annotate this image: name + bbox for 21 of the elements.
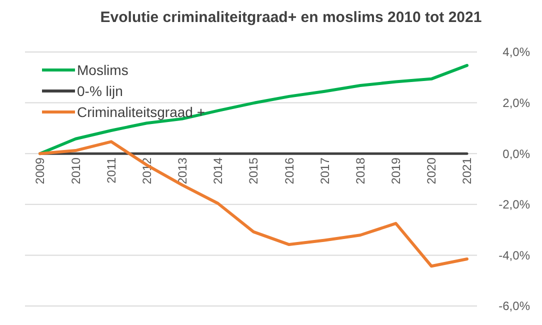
y-tick-label: -2,0%: [498, 198, 530, 212]
x-tick-label: 2013: [176, 157, 190, 184]
legend-label: Moslims: [77, 62, 128, 78]
x-tick-label: 2016: [282, 157, 296, 184]
x-tick-label: 2011: [104, 157, 118, 184]
y-tick-label: -4,0%: [498, 248, 530, 262]
x-tick-label: 2015: [246, 157, 261, 184]
chart-title: Evolutie criminaliteitgraad+ en moslims 2010 tot 2021: [100, 9, 482, 26]
x-tick-label: 2020: [424, 157, 439, 184]
y-tick-label: 2,0%: [502, 96, 530, 110]
y-tick-label: 4,0%: [502, 45, 530, 60]
y-tick-label: -6,0%: [498, 299, 530, 314]
legend-label: 0-% lijn: [77, 82, 123, 99]
x-tick-label: 2021: [460, 157, 474, 184]
x-tick-label: 2018: [353, 157, 368, 184]
y-tick-label: 0,0%: [502, 146, 530, 161]
x-tick-label: 2010: [68, 157, 83, 184]
x-tick-label: 2019: [389, 157, 404, 184]
x-tick-label: 2017: [318, 157, 332, 184]
x-tick-label: 2014: [211, 157, 226, 184]
x-tick-label: 2009: [33, 157, 48, 184]
